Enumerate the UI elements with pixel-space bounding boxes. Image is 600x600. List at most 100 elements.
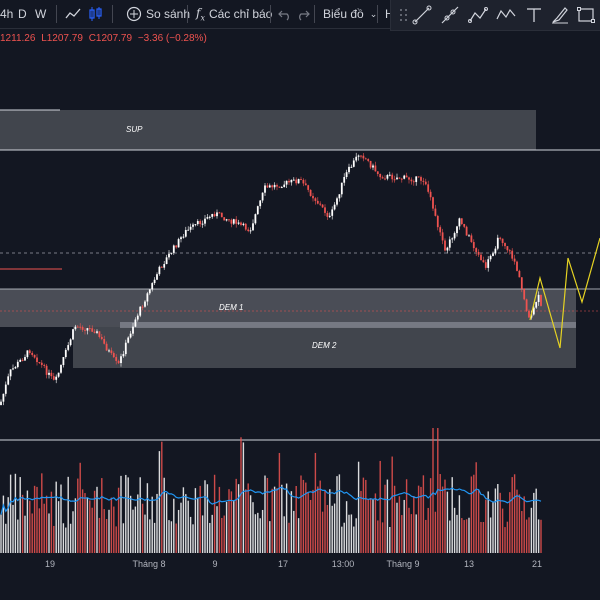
dem2-zone[interactable]	[73, 325, 576, 368]
dem2-band	[120, 322, 576, 328]
volume-bar	[5, 523, 7, 553]
volume-bar	[173, 498, 175, 553]
volume-bar	[511, 477, 513, 553]
polyline-icon[interactable]	[495, 4, 517, 26]
candle-body	[163, 264, 166, 268]
charts-button[interactable]: Biểu đồ ⌄	[323, 0, 377, 28]
volume-bar	[413, 496, 415, 553]
candle-body	[415, 176, 418, 182]
volume-bar	[19, 477, 21, 553]
candle-body	[364, 158, 367, 160]
trendline-icon[interactable]	[411, 4, 433, 26]
volume-bar	[81, 489, 84, 553]
volume-bar	[74, 498, 77, 553]
rectangle-icon[interactable]	[575, 4, 597, 26]
candle-body	[273, 184, 276, 188]
candle-body	[60, 365, 62, 373]
candle-body	[525, 299, 528, 311]
dem1-zone[interactable]	[0, 289, 576, 327]
interval-d[interactable]: D	[18, 7, 27, 21]
candle-body	[352, 160, 355, 167]
candle-body	[501, 238, 504, 244]
candle-body	[72, 329, 74, 340]
candle-body	[417, 176, 420, 178]
volume-bar	[521, 511, 523, 553]
volume-bar	[108, 509, 110, 553]
partial-h-button[interactable]: H	[385, 0, 394, 28]
volume-bar	[480, 521, 482, 553]
candle-body	[247, 229, 250, 232]
interval-4h[interactable]: 4h	[0, 7, 14, 21]
candle-body	[451, 238, 454, 240]
volume-bar	[365, 479, 367, 553]
path-icon[interactable]	[467, 4, 489, 26]
line-chart-icon[interactable]	[64, 0, 82, 28]
volume-bar	[329, 489, 331, 553]
ohlc-legend: 1211.26 L1207.79 C1207.79 −3.36 (−0.28%)	[0, 33, 210, 44]
time-tick: 13	[463, 559, 475, 569]
volume-bar	[177, 509, 180, 553]
candle-body	[67, 345, 70, 350]
volume-bar	[444, 479, 446, 553]
sup-zone[interactable]	[0, 110, 536, 150]
candle-body	[127, 337, 130, 343]
candle-body	[196, 221, 199, 225]
candles-icon[interactable]	[88, 0, 104, 28]
candle-body	[136, 315, 139, 320]
volume-bar	[338, 474, 341, 553]
volume-bar	[473, 474, 475, 553]
volume-bar	[271, 488, 273, 553]
undo-icon[interactable]	[278, 0, 292, 28]
candle-body	[374, 165, 377, 172]
candle-body	[165, 257, 168, 265]
redo-icon[interactable]	[296, 0, 310, 28]
brush-icon[interactable]	[549, 4, 571, 26]
compare-plus-icon	[126, 6, 142, 22]
dem2-label: DEM 2	[312, 341, 337, 350]
volume-bar	[14, 473, 17, 553]
volume-bar	[79, 462, 81, 553]
ray-icon[interactable]	[439, 4, 461, 26]
candle-body	[518, 270, 521, 278]
text-icon[interactable]	[523, 4, 545, 26]
volume-bar	[477, 489, 480, 553]
candle-body	[45, 365, 48, 375]
candle-body	[225, 219, 228, 221]
candle-body	[360, 155, 362, 157]
candle-body	[230, 219, 233, 224]
projection-path[interactable]	[529, 237, 600, 349]
volume-bar	[324, 489, 326, 553]
volume-bar	[209, 522, 211, 553]
volume-bar	[129, 495, 132, 553]
candle-body	[50, 372, 53, 377]
volume-bar	[149, 519, 151, 553]
drag-handle-icon[interactable]	[393, 4, 415, 26]
candle-body	[88, 328, 91, 330]
candle-body	[132, 326, 134, 334]
candle-body	[379, 173, 382, 178]
candle-body	[357, 155, 360, 157]
volume-bar	[465, 519, 468, 553]
volume-bar	[69, 523, 72, 553]
candle-body	[192, 224, 194, 227]
candle-body	[211, 214, 214, 217]
charts-label: Biểu đồ	[323, 7, 364, 21]
candle-body	[108, 350, 110, 352]
volume-bar	[185, 494, 187, 553]
volume-bar	[36, 486, 38, 553]
indicators-fx-icon: fx	[196, 5, 205, 23]
compare-button[interactable]: So sánh	[126, 0, 190, 28]
interval-w[interactable]: W	[35, 7, 47, 21]
volume-bar	[103, 509, 105, 553]
volume-bar	[403, 499, 405, 553]
volume-bar	[288, 522, 290, 553]
candle-body	[21, 359, 24, 361]
volume-bar	[290, 491, 293, 553]
volume-bar	[26, 490, 29, 553]
candle-body	[86, 328, 89, 331]
candle-body	[412, 181, 415, 183]
candle-body	[331, 209, 334, 216]
volume-bar	[499, 492, 501, 553]
indicators-button[interactable]: fx Các chỉ báo	[196, 0, 272, 28]
